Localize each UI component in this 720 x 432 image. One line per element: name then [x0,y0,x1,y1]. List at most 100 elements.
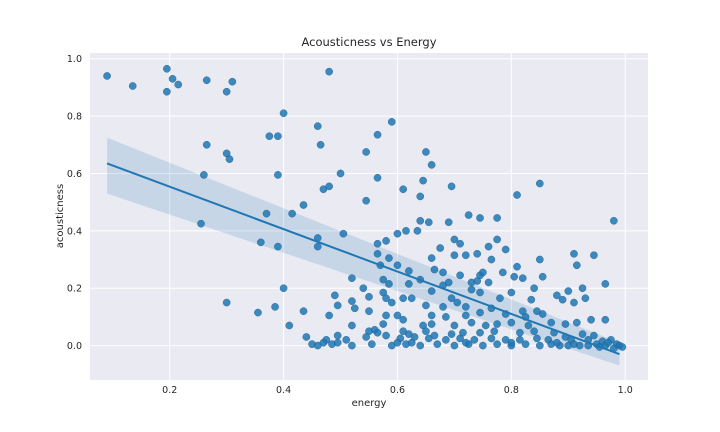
data-point [516,328,524,337]
chart-title: Acousticness vs Energy [301,35,436,49]
data-point [442,313,450,321]
data-point [225,155,234,163]
data-point [202,140,211,149]
data-point [416,341,425,350]
data-point [610,217,618,225]
data-point [484,278,493,287]
data-point [561,320,570,328]
data-point [299,307,308,315]
data-point [507,288,516,297]
data-point [348,341,356,350]
data-point [436,244,444,252]
data-point [362,148,370,156]
data-point [476,328,484,337]
data-point [365,293,373,301]
data-point [442,336,450,344]
data-point [336,169,345,178]
data-point [553,338,561,347]
x-axis-ticks: 0.2 0.4 0.6 0.8 1.0 [162,385,633,396]
data-point [558,295,567,304]
data-point [473,249,481,258]
data-point [450,341,459,350]
data-point [422,148,430,156]
data-point [578,330,587,338]
data-point [407,294,416,303]
data-point [538,272,547,281]
data-point [385,254,393,262]
data-point [382,237,390,245]
data-point [447,294,456,303]
data-point [496,294,504,303]
data-point [601,315,610,324]
data-point [373,328,382,337]
data-point [407,338,416,347]
data-point [202,76,211,85]
y-axis-ticks: 0.0 0.2 0.4 0.6 0.8 1.0 [67,54,82,352]
data-point [461,338,470,347]
data-point [453,298,462,307]
data-point [228,77,237,86]
x-tick-label: 0.4 [276,385,291,396]
data-point [422,327,430,336]
data-point [513,191,521,199]
data-point [365,307,373,315]
data-point [262,209,271,218]
data-point [197,219,205,228]
data-point [524,321,533,330]
data-point [379,320,388,328]
data-point [274,242,282,251]
data-point [279,109,288,118]
data-point [285,321,294,330]
data-point [393,338,402,347]
data-point [399,315,407,324]
data-point [427,320,436,328]
data-point [578,284,587,293]
data-point [527,295,536,304]
data-point [450,321,459,330]
data-point [316,140,325,149]
data-point [499,268,507,277]
data-point [433,340,442,348]
data-point [444,278,453,287]
data-point [581,294,590,303]
data-point [570,249,578,258]
data-point [461,251,470,260]
data-point [447,330,456,338]
data-point [461,303,470,311]
y-tick-label: 0.8 [67,112,82,123]
data-point [536,179,544,188]
data-point [464,211,473,219]
x-tick-label: 0.2 [162,385,177,396]
data-point [573,261,581,270]
plot-area [90,53,648,380]
data-point [271,303,279,311]
data-point [510,272,518,281]
data-point [339,229,348,238]
data-point [174,80,183,89]
data-point [516,336,524,344]
data-point [274,171,282,179]
data-point [373,130,382,139]
data-point [487,255,496,264]
y-tick-label: 0.0 [67,341,82,352]
data-point [473,277,481,285]
data-point [456,334,464,343]
data-point [538,310,547,318]
data-point [385,280,393,288]
data-point [128,82,137,90]
data-point [590,331,598,340]
data-point [313,242,322,251]
data-point [399,294,407,303]
data-point [587,315,595,324]
data-point [279,284,288,293]
data-point [461,311,470,320]
data-point [618,343,627,351]
data-point [467,285,476,294]
data-point [274,132,282,140]
data-point [450,235,459,244]
data-point [427,287,436,295]
data-point [319,185,328,194]
data-point [501,245,510,254]
x-tick-label: 0.6 [390,385,405,396]
data-point [493,340,501,348]
